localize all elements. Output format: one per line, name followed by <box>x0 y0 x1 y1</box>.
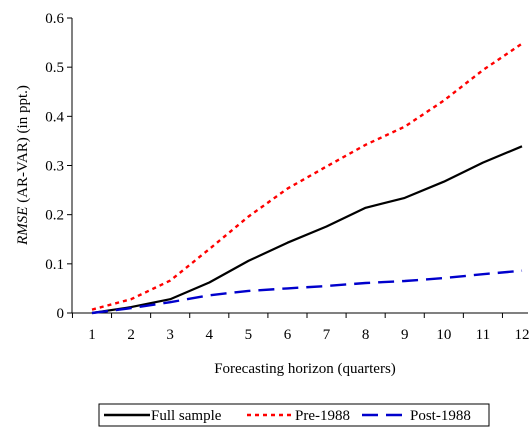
legend-label-2: Post-1988 <box>410 408 471 424</box>
y-tick-label: 0 <box>57 306 65 322</box>
y-tick-label: 0.1 <box>45 257 64 273</box>
x-tick-label: 5 <box>245 327 253 343</box>
x-tick-label: 9 <box>401 327 409 343</box>
x-tick-label: 8 <box>362 327 370 343</box>
y-tick-label: 0.4 <box>45 109 64 125</box>
x-tick-label: 4 <box>206 327 214 343</box>
y-axis-title: RMSE (AR-VAR) (in ppt.) <box>15 85 31 246</box>
legend-label-1: Pre-1988 <box>295 408 350 424</box>
series-lines <box>91 42 523 315</box>
x-tick-label: 10 <box>436 327 451 343</box>
x-tick-label: 12 <box>515 327 530 343</box>
x-axis-title: Forecasting horizon (quarters) <box>214 361 396 377</box>
axes <box>67 17 528 318</box>
y-tick-label: 0.6 <box>45 11 64 27</box>
series-line-1 <box>91 42 523 311</box>
x-tick-label: 7 <box>323 327 331 343</box>
legend-label-0: Full sample <box>151 408 222 424</box>
series-line-2 <box>91 269 523 315</box>
series-line-0 <box>91 145 523 315</box>
y-tick-label: 0.3 <box>45 159 64 175</box>
legend: Full sample Pre-1988 Post-1988 <box>98 403 490 427</box>
y-axis-title-rest: (AR-VAR) (in ppt.) <box>15 85 31 206</box>
x-tick-label: 6 <box>284 327 292 343</box>
y-tick-label: 0.2 <box>45 208 64 224</box>
legend-items: Full sample Pre-1988 Post-1988 <box>104 408 471 424</box>
x-tick-label: 2 <box>127 327 135 343</box>
x-tick-label: 11 <box>476 327 490 343</box>
y-axis-title-italic: RMSE <box>15 207 31 246</box>
legend-box <box>98 403 490 427</box>
x-tick-label: 1 <box>88 327 96 343</box>
y-tick-labels: 0 0.1 0.2 0.3 0.4 0.5 0.6 <box>45 11 64 322</box>
x-tick-label: 3 <box>166 327 174 343</box>
y-tick-label: 0.5 <box>45 60 64 76</box>
x-tick-labels: 1 2 3 4 5 6 7 8 9 10 11 12 <box>88 327 529 343</box>
